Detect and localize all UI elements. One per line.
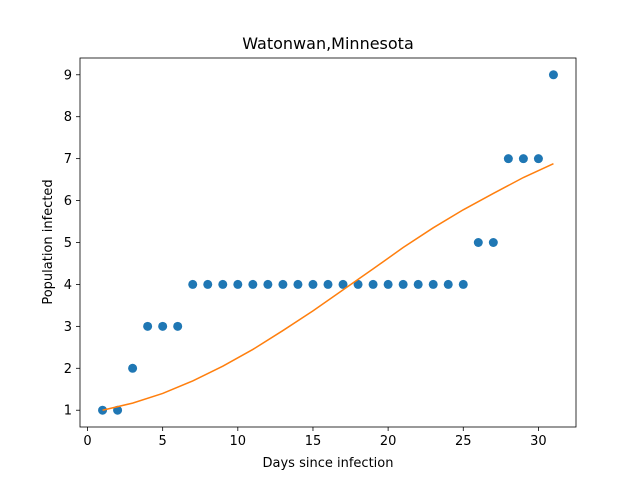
y-tick-label: 6: [64, 194, 72, 209]
data-point: [473, 238, 483, 247]
data-point: [338, 279, 348, 289]
data-point: [173, 321, 183, 331]
x-tick-label: 10: [230, 434, 247, 449]
data-point: [218, 279, 228, 289]
x-tick-label: 30: [530, 434, 547, 449]
data-point: [158, 321, 168, 331]
data-point: [143, 321, 153, 331]
data-point: [548, 70, 558, 80]
x-tick-label: 5: [159, 434, 167, 449]
data-point: [308, 279, 318, 289]
data-point: [488, 238, 498, 247]
data-point: [518, 154, 528, 164]
data-point: [353, 279, 363, 289]
data-point: [128, 363, 138, 373]
data-point: [188, 279, 198, 289]
y-tick-label: 1: [64, 404, 72, 419]
data-point: [368, 279, 378, 289]
data-point: [203, 279, 213, 289]
data-point: [428, 279, 438, 289]
data-point: [503, 154, 513, 164]
y-tick-label: 3: [64, 320, 72, 335]
data-point: [278, 279, 288, 289]
x-tick-label: 25: [455, 434, 472, 449]
data-point: [533, 154, 543, 164]
data-point: [248, 279, 258, 289]
y-tick-label: 9: [64, 68, 72, 83]
plot-area: [98, 70, 558, 415]
x-tick-label: 20: [380, 434, 397, 449]
axes: 0 5 10 15 20 25 30 1 2 3 4 5 6 7 8 9: [64, 57, 577, 449]
fit-line: [102, 162, 554, 411]
y-tick-label: 5: [64, 236, 72, 251]
y-axis-label: Population infected: [41, 179, 56, 304]
data-point: [398, 279, 408, 289]
data-point: [233, 279, 243, 289]
axes-frame: [79, 57, 577, 428]
data-point: [113, 405, 123, 415]
chart-title: Watonwan,Minnesota: [242, 34, 414, 53]
data-point: [413, 279, 423, 289]
y-tick-label: 4: [64, 278, 72, 293]
data-point: [383, 279, 393, 289]
x-axis-label: Days since infection: [263, 456, 394, 471]
y-tick-label: 8: [64, 110, 72, 125]
data-point: [458, 279, 468, 289]
data-point: [323, 279, 333, 289]
x-tick-label: 0: [83, 434, 91, 449]
data-point: [263, 279, 273, 289]
data-point: [443, 279, 453, 289]
data-point: [293, 279, 303, 289]
y-tick-label: 7: [64, 152, 72, 167]
x-tick-label: 15: [305, 434, 322, 449]
y-tick-label: 2: [64, 362, 72, 377]
